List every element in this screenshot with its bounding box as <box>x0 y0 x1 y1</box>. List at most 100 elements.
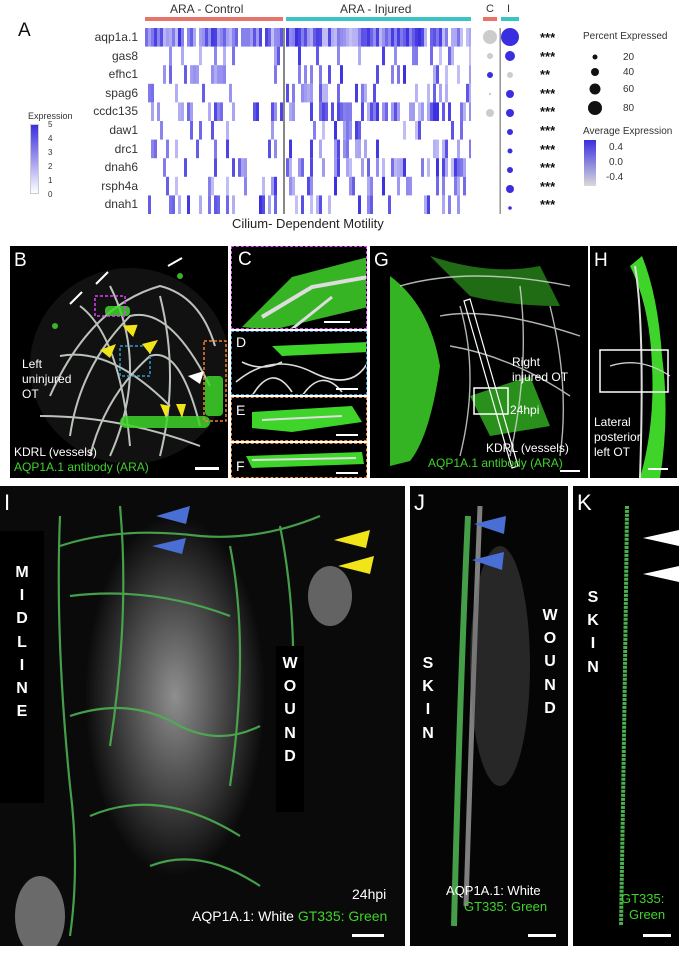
heatmap-cell <box>286 158 289 177</box>
heatmap-cell <box>148 28 151 47</box>
heatmap-cell <box>220 28 223 47</box>
heatmap-cell <box>262 176 265 196</box>
heatmap-cell <box>376 158 379 177</box>
scale-bar <box>336 434 358 436</box>
heatmap-cell <box>433 102 436 121</box>
significance-stars: *** <box>540 160 556 176</box>
label-letter: E <box>16 703 28 721</box>
heatmap-cell <box>457 176 460 196</box>
heatmap-cell <box>166 28 169 47</box>
heatmap-cell <box>361 28 364 47</box>
heatmap-cell <box>349 176 352 196</box>
heatmap-cell <box>385 28 388 47</box>
heatmap-cell <box>463 102 466 121</box>
heatmap-cell <box>337 158 340 177</box>
heatmap-cell <box>388 195 391 214</box>
heatmap-cell <box>214 65 217 84</box>
heatmap-cell <box>412 46 415 66</box>
significance-stars: ** <box>540 67 551 83</box>
heatmap-cell <box>169 65 172 84</box>
heatmap-cell <box>448 46 451 66</box>
label-letter: N <box>16 679 28 697</box>
panel-label-c: C <box>238 249 252 270</box>
heatmap-cell <box>226 139 229 159</box>
heatmap-cell <box>166 139 169 159</box>
heatmap-cell <box>190 65 193 84</box>
heatmap-cell <box>346 28 349 47</box>
heatmap-cell <box>442 158 445 177</box>
heatmap-cell <box>409 176 412 196</box>
heatmap-cell <box>292 83 295 103</box>
heatmap-cell <box>346 139 349 159</box>
heatmap-cell <box>442 102 445 121</box>
heatmap-cell <box>217 65 220 84</box>
panel-k-legend-2: Green <box>629 907 666 922</box>
heatmap-cell <box>331 28 334 47</box>
heatmap-cell <box>334 121 337 140</box>
panel-label-g: G <box>374 250 389 271</box>
heatmap-cell <box>241 28 244 47</box>
significance-stars: *** <box>540 104 556 120</box>
dot-control-bar <box>483 17 497 21</box>
heatmap-cell <box>316 46 319 66</box>
heatmap-cell <box>316 195 319 214</box>
heatmap-cell <box>343 121 346 140</box>
heatmap-cell <box>385 102 388 121</box>
panel-b-label-3: OT <box>22 387 39 401</box>
heatmap-cell <box>358 121 361 140</box>
heatmap-cell <box>367 102 370 121</box>
label-letter: D <box>544 699 556 717</box>
gene-label: rsph4a <box>101 178 138 193</box>
heatmap-cell <box>469 139 471 159</box>
heatmap-cell <box>427 195 430 214</box>
heatmap-cell <box>232 195 235 214</box>
heatmap-cell <box>361 158 364 177</box>
heatmap-cell <box>310 158 313 177</box>
heatmap-cell <box>325 83 328 103</box>
panel-label-f: F <box>236 458 245 474</box>
heatmap-cell <box>193 28 196 47</box>
heatmap-cell <box>208 102 211 121</box>
heatmap-cell <box>376 28 379 47</box>
heatmap-cell <box>457 195 460 214</box>
heatmap-cell <box>460 121 463 140</box>
label-letter: D <box>16 610 28 628</box>
heatmap-cell <box>172 195 175 214</box>
heatmap-cell <box>358 28 361 47</box>
heatmap-cell <box>145 28 148 47</box>
control-group-label: ARA - Control <box>170 2 244 16</box>
heatmap-cell <box>418 121 421 140</box>
panel-c-image: C <box>231 246 367 329</box>
heatmap-cell <box>310 83 313 103</box>
heatmap-cell <box>469 46 471 66</box>
heatmap-cell <box>355 121 358 140</box>
heatmap-cell <box>415 83 418 103</box>
label-letter: O <box>283 678 297 696</box>
heatmap-cell <box>463 176 466 196</box>
panel-i-time: 24hpi <box>352 886 387 902</box>
heatmap-cell <box>208 195 211 214</box>
significance-stars: *** <box>540 197 556 213</box>
heatmap-cell <box>280 102 283 121</box>
heatmap-cell <box>382 28 385 47</box>
significance-stars: *** <box>540 123 556 138</box>
heatmap-cell <box>337 102 340 121</box>
heatmap-cell <box>319 65 322 84</box>
heatmap-cell <box>208 28 211 47</box>
heatmap-cell <box>229 83 232 103</box>
heatmap-cell <box>343 28 346 47</box>
expression-colorbar <box>30 124 39 194</box>
heatmap-cell <box>349 28 352 47</box>
heatmap-cell <box>412 28 415 47</box>
percent-tick-40: 40 <box>623 67 635 78</box>
heatmap-cell <box>169 46 172 66</box>
heatmap-cell <box>178 102 181 121</box>
heatmap-cell <box>253 102 256 121</box>
heatmap-cell <box>463 158 466 177</box>
heatmap-cell <box>148 83 151 103</box>
heatmap-cell <box>232 102 235 121</box>
panel-h-label-3: left OT <box>594 445 631 459</box>
heatmap-cell <box>364 28 367 47</box>
